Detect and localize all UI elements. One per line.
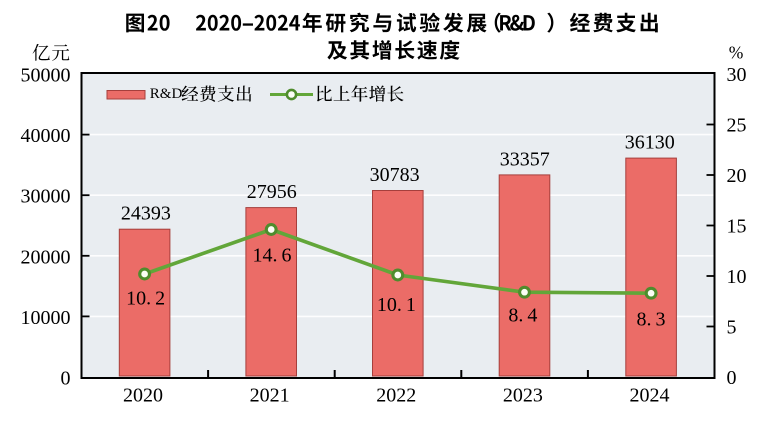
svg-text:8. 3: 8. 3 [636, 309, 665, 331]
svg-text:R&D: R&D [150, 86, 183, 102]
svg-text:2022: 2022 [376, 384, 416, 406]
svg-text:%: % [729, 43, 744, 63]
svg-text:30: 30 [727, 64, 747, 86]
svg-text:20: 20 [727, 165, 747, 187]
svg-text:40000: 40000 [21, 125, 71, 147]
svg-text:24393: 24393 [121, 203, 171, 225]
svg-text:10. 1: 10. 1 [377, 294, 416, 316]
svg-text:50000: 50000 [21, 65, 71, 87]
svg-text:15: 15 [727, 216, 747, 238]
svg-text:0: 0 [61, 368, 71, 390]
svg-text:36130: 36130 [625, 132, 675, 154]
svg-text:20000: 20000 [21, 246, 71, 268]
svg-text:2023: 2023 [503, 384, 543, 406]
svg-text:2020: 2020 [123, 384, 163, 406]
svg-text:30000: 30000 [21, 186, 71, 208]
svg-text:25: 25 [727, 115, 747, 137]
svg-text:2024: 2024 [630, 384, 670, 406]
svg-text:14. 6: 14. 6 [252, 245, 291, 267]
svg-text:10. 2: 10. 2 [126, 287, 165, 309]
svg-text:0: 0 [727, 367, 737, 389]
svg-text:10000: 10000 [21, 307, 71, 329]
svg-text:5: 5 [727, 317, 737, 339]
svg-text:30783: 30783 [370, 164, 420, 186]
svg-text:2021: 2021 [250, 384, 290, 406]
svg-text:10: 10 [727, 266, 747, 288]
svg-text:27956: 27956 [247, 181, 297, 203]
svg-text:8. 4: 8. 4 [508, 305, 537, 327]
svg-text:33357: 33357 [500, 148, 550, 170]
